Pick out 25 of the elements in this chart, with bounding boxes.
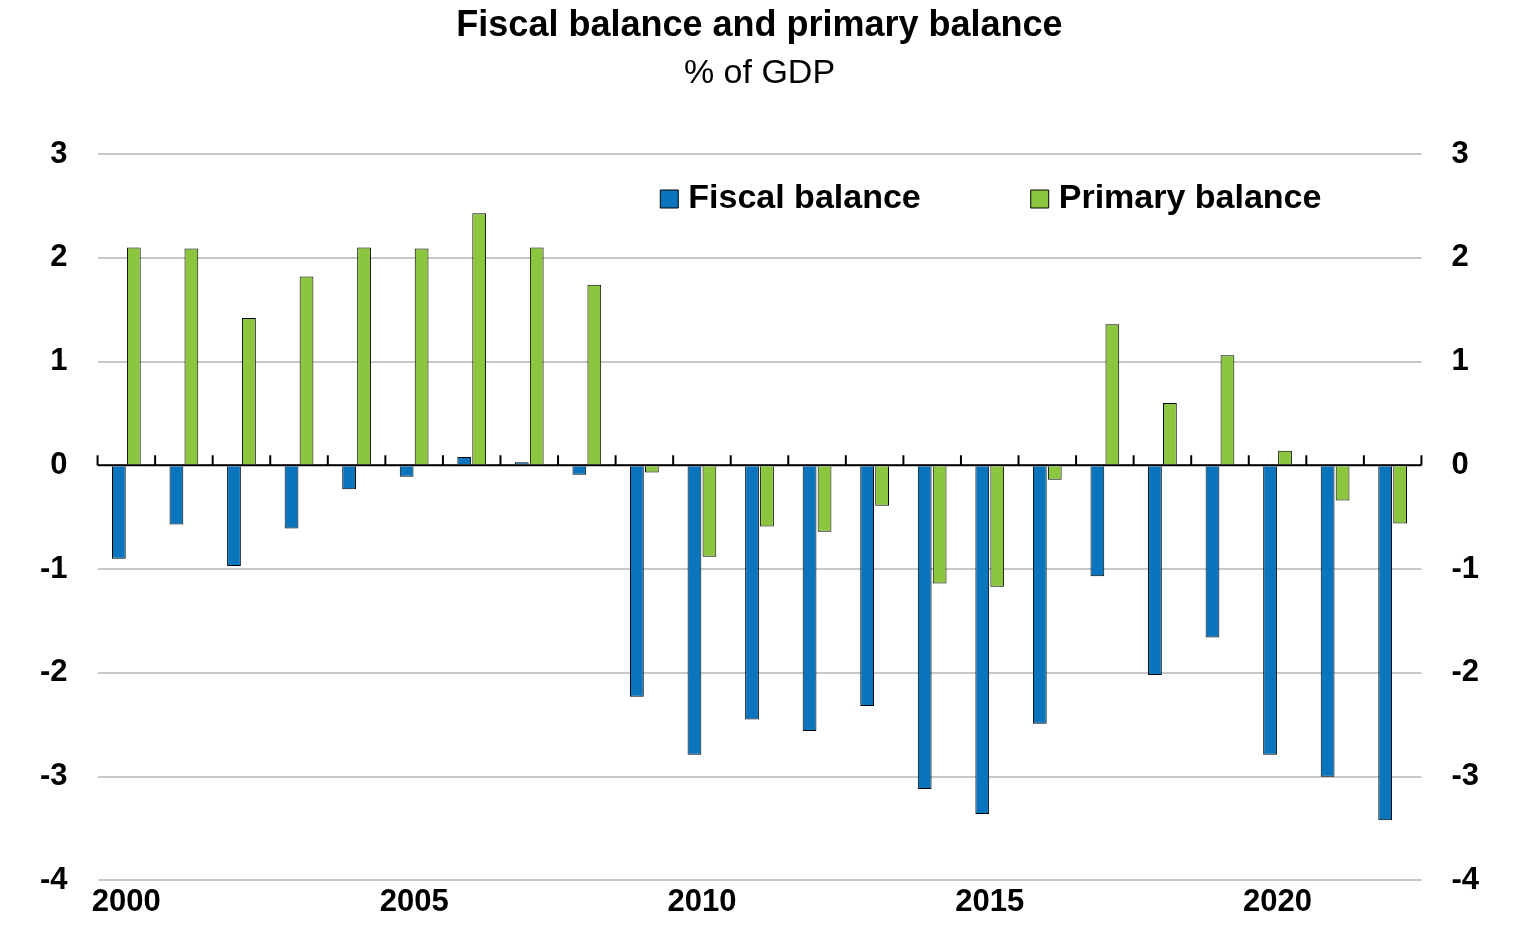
legend-label: Primary balance [1058, 177, 1322, 216]
legend-label: Fiscal balance [688, 177, 921, 216]
y2-tick-label: 0 [1451, 445, 1469, 481]
x-tick-label: 2000 [91, 882, 161, 918]
x-tick-label: 2010 [667, 882, 737, 918]
y-tick-label: 0 [50, 445, 68, 481]
y-tick-label: -4 [39, 860, 69, 896]
y2-tick-label: 3 [1451, 134, 1469, 170]
y-tick-label: -2 [39, 653, 68, 689]
y-tick-label: -3 [39, 757, 68, 793]
y-tick-label: 2 [50, 238, 68, 274]
chart-title: Fiscal balance and primary balance [456, 2, 1063, 44]
y2-tick-label: -3 [1451, 757, 1480, 793]
x-tick-label: 2005 [379, 882, 449, 918]
y2-tick-label: -4 [1451, 860, 1480, 896]
y-tick-label: 3 [50, 134, 68, 170]
y-tick-label: -1 [39, 549, 68, 585]
y2-tick-label: 2 [1451, 238, 1469, 274]
y2-tick-label: -1 [1451, 549, 1480, 585]
y2-tick-label: 1 [1451, 342, 1469, 378]
x-tick-label: 2020 [1243, 882, 1313, 918]
y2-tick-label: -2 [1451, 653, 1480, 689]
chart-subtitle: % of GDP [683, 51, 836, 90]
y-tick-label: 1 [50, 342, 68, 378]
x-tick-label: 2015 [955, 882, 1025, 918]
